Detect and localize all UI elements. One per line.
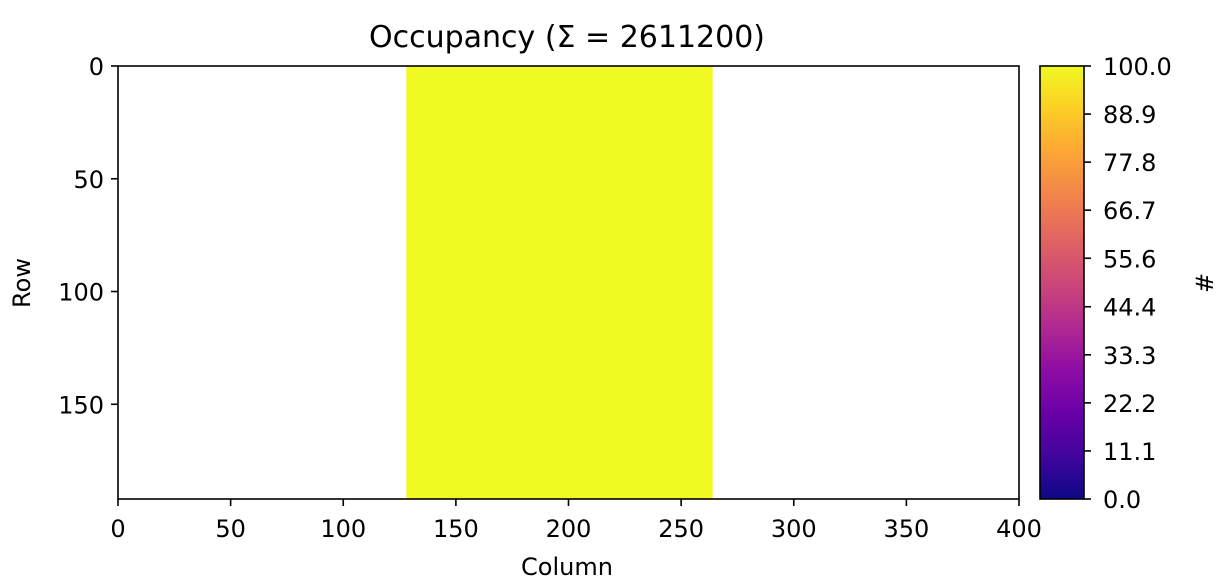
colorbar-frame [1039,65,1085,500]
colorbar-tick-label: 100.0 [1103,53,1172,81]
x-axis-label: Column [521,553,613,581]
colorbar-label: # [1191,273,1219,293]
colorbar-tick-label: 0.0 [1103,486,1141,514]
chart-title: Occupancy (Σ = 2611200) [369,20,765,55]
x-tick-label: 200 [546,515,592,543]
colorbar-tick-label: 44.4 [1103,294,1156,322]
x-tick-label: 150 [433,515,479,543]
colorbar-tick-label: 22.2 [1103,390,1156,418]
colorbar-tick-label: 55.6 [1103,245,1156,273]
colorbar-tick-label: 88.9 [1103,101,1156,129]
y-tick-label: 50 [73,166,104,194]
colorbar-gradient [1040,66,1084,499]
colorbar-tick-label: 11.1 [1103,438,1156,466]
x-tick-label: 0 [110,515,125,543]
heatmap-plot-area [117,65,1020,500]
y-tick-label: 100 [58,279,104,307]
occupied-region [406,66,713,499]
x-tick-label: 100 [320,515,366,543]
x-tick-label: 300 [771,515,817,543]
y-axis-label: Row [8,258,36,308]
x-tick-label: 400 [996,515,1042,543]
colorbar: 0.0 11.1 22.2 33.3 44.4 55.6 66.7 77.8 88.9 100.0 [1039,53,1172,514]
colorbar-ticks: 0.0 11.1 22.2 33.3 44.4 55.6 66.7 77.8 88.9 100.0 [1084,53,1172,514]
y-axis-ticks: 0 50 100 150 [58,53,118,419]
x-axis-ticks: 0 50 100 150 200 250 300 350 400 [110,499,1042,543]
x-tick-label: 50 [215,515,246,543]
x-tick-label: 350 [883,515,929,543]
y-tick-label: 150 [58,391,104,419]
colorbar-tick-label: 66.7 [1103,197,1156,225]
colorbar-tick-label: 77.8 [1103,149,1156,177]
x-tick-label: 250 [658,515,704,543]
y-tick-label: 0 [89,53,104,81]
colorbar-tick-label: 33.3 [1103,342,1156,370]
